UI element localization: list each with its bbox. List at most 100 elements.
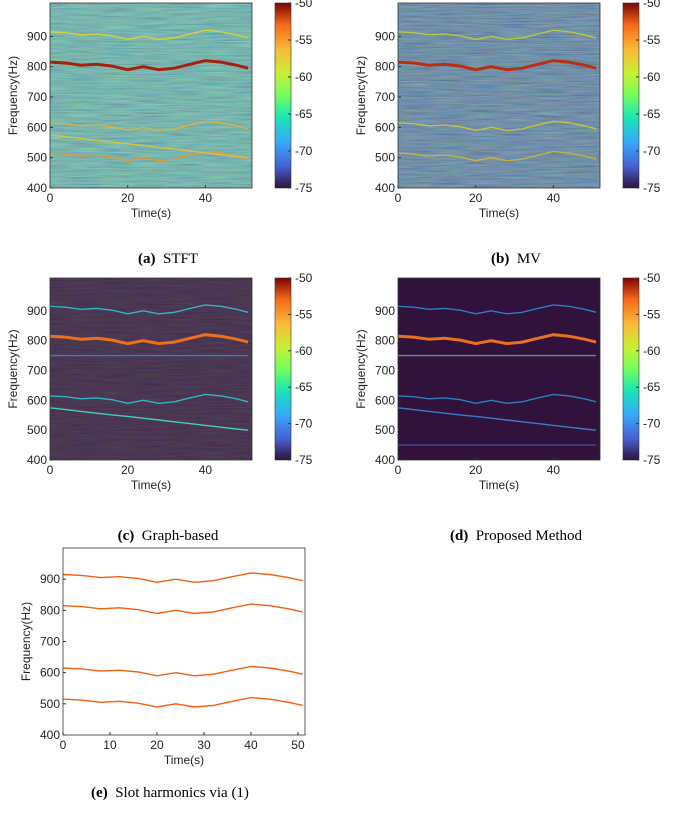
ridge-line	[50, 304, 249, 315]
x-axis-label: Time(s)	[479, 478, 519, 492]
colorbar	[274, 2, 292, 189]
colorbar-tick-label: -50	[643, 271, 661, 285]
ridge-line	[50, 29, 249, 41]
colorbar-tick-label: -50	[295, 271, 313, 285]
y-tick-label: 800	[375, 334, 395, 348]
x-axis-label: Time(s)	[131, 478, 171, 492]
colorbar-tick-label: -75	[643, 453, 661, 467]
x-tick-label: 40	[547, 463, 561, 477]
plot-frame	[49, 2, 253, 189]
y-tick-label: 600	[27, 393, 47, 407]
y-tick-label: 400	[375, 181, 395, 195]
ridge-line	[63, 603, 303, 615]
ridge-line	[50, 407, 249, 431]
colorbar-tick-label: -65	[643, 107, 661, 121]
y-tick-label: 900	[27, 29, 47, 43]
y-tick-label: 600	[27, 120, 47, 134]
colorbar-tick-label: -50	[295, 0, 313, 10]
y-tick-label: 600	[375, 120, 395, 134]
y-tick-label: 500	[40, 697, 60, 711]
y-axis-label: Frequency(Hz)	[354, 329, 368, 408]
colorbar-tick-label: -70	[295, 144, 313, 158]
y-axis-label: Frequency(Hz)	[19, 602, 33, 681]
caption-label: (e)	[91, 785, 108, 801]
y-tick-label: 900	[375, 304, 395, 318]
colorbar-tick-label: -60	[295, 344, 313, 358]
ridge-line	[398, 29, 597, 41]
x-axis-label: Time(s)	[164, 753, 204, 767]
y-tick-label: 500	[27, 423, 47, 437]
colorbar-tick-label: -70	[295, 417, 313, 431]
ridge-line	[50, 59, 249, 72]
y-axis-label: Frequency(Hz)	[6, 56, 20, 135]
panel: 400 500 600 700 800 900 0 20 40 Time(s) Frequency(…	[354, 0, 661, 267]
caption: (c) Graph-based	[118, 528, 219, 544]
x-tick-label: 20	[469, 191, 483, 205]
colorbar-tick-label: -75	[643, 181, 661, 195]
colorbar	[622, 2, 640, 189]
noise-texture	[398, 3, 600, 188]
y-tick-label: 900	[375, 29, 395, 43]
colorbar-tick-label: -70	[643, 144, 661, 158]
x-tick-label: 0	[47, 463, 54, 477]
x-tick-label: 20	[469, 463, 483, 477]
ridge-line	[63, 665, 303, 677]
colorbar-tick-label: -55	[295, 33, 313, 47]
y-tick-label: 600	[375, 393, 395, 407]
panel: 400 500 600 700 800 900 0 20 40 Time(s) Frequency(…	[354, 271, 661, 544]
x-tick-label: 40	[199, 191, 213, 205]
x-tick-label: 20	[121, 463, 135, 477]
ridge-line	[63, 572, 303, 584]
panel: 400 500 600 700 800 900 0 20 40 Time(s) Frequency(…	[6, 0, 313, 267]
ridge-line	[398, 304, 597, 315]
x-tick-label: 0	[60, 738, 67, 752]
y-axis-label: Frequency(Hz)	[6, 329, 20, 408]
caption-text: Proposed Method	[476, 528, 583, 544]
y-tick-label: 700	[27, 90, 47, 104]
x-tick-label: 40	[547, 191, 561, 205]
ridge-line	[50, 120, 249, 132]
x-axis-label: Time(s)	[131, 206, 171, 220]
ridge-line	[398, 59, 597, 72]
x-axis-label: Time(s)	[479, 206, 519, 220]
colorbar-tick-label: -65	[643, 380, 661, 394]
y-tick-label: 400	[40, 728, 60, 742]
ridge-line	[398, 333, 597, 346]
panel: 400 500 600 700 800 900 0 10 20 30 40 50 Time(s) Freq…	[19, 547, 306, 801]
x-tick-label: 40	[199, 463, 213, 477]
colorbar-tick-label: -75	[295, 453, 313, 467]
x-tick-label: 20	[121, 191, 135, 205]
y-tick-label: 700	[375, 90, 395, 104]
ridge-line	[50, 393, 249, 405]
y-tick-label: 800	[27, 60, 47, 74]
ridge-line	[398, 150, 597, 162]
caption: (d) Proposed Method	[450, 528, 583, 544]
x-tick-label: 0	[47, 191, 54, 205]
caption: (e) Slot harmonics via (1)	[91, 785, 249, 801]
caption: (b) MV	[491, 251, 541, 267]
colorbar	[622, 277, 640, 461]
y-tick-label: 400	[375, 453, 395, 467]
x-tick-label: 40	[244, 738, 258, 752]
x-tick-label: 0	[395, 463, 402, 477]
caption-text: MV	[517, 251, 541, 267]
colorbar-tick-label: -55	[295, 307, 313, 321]
caption-label: (b)	[491, 251, 509, 267]
ridge-line	[50, 134, 249, 159]
y-tick-label: 700	[27, 363, 47, 377]
colorbar-tick-label: -65	[295, 380, 313, 394]
colorbar-tick-label: -60	[643, 344, 661, 358]
caption: (a) STFT	[138, 251, 198, 267]
colorbar-tick-label: -60	[643, 70, 661, 84]
caption-text: Graph-based	[142, 528, 219, 544]
colorbar-tick-label: -65	[295, 107, 313, 121]
colorbar-tick-label: -70	[643, 417, 661, 431]
y-tick-label: 500	[375, 151, 395, 165]
plot-frame	[397, 277, 601, 461]
y-tick-label: 800	[27, 334, 47, 348]
plot-background	[63, 548, 305, 735]
ridge-line	[398, 120, 597, 132]
colorbar-tick-label: -50	[643, 0, 661, 10]
x-tick-label: 20	[150, 738, 164, 752]
